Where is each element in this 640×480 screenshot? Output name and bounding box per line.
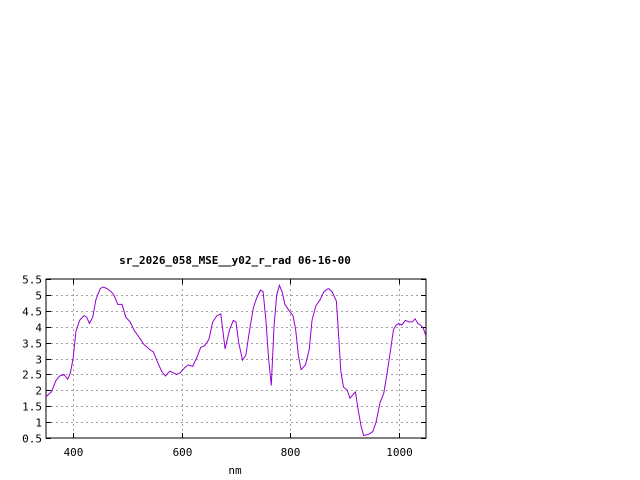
y-tick-label: 4 <box>35 322 42 335</box>
y-tick-label: 5.5 <box>22 274 42 287</box>
axis-ticks <box>46 279 426 439</box>
x-axis-label: nm <box>228 464 242 477</box>
x-tick-labels: 400 600 800 1000 <box>64 446 413 459</box>
plot-frame <box>45 278 427 439</box>
x-tick-label: 400 <box>64 446 84 459</box>
chart-title: sr_2026_058_MSE__y02_r_rad 06-16-00 <box>119 254 351 267</box>
x-tick-label: 800 <box>281 446 301 459</box>
x-tick-label: 600 <box>173 446 193 459</box>
y-tick-label: 2.5 <box>22 369 42 382</box>
y-tick-label: 0.5 <box>22 433 42 446</box>
y-tick-label: 5 <box>35 290 42 303</box>
grid-lines <box>46 279 426 438</box>
y-tick-labels: 0.5 1 1.5 2 2.5 3 3.5 4 4.5 5 5.5 <box>22 274 42 446</box>
y-tick-label: 3 <box>35 354 42 367</box>
x-tick-label: 1000 <box>386 446 413 459</box>
y-tick-label: 2 <box>35 385 42 398</box>
series-line <box>45 283 427 437</box>
y-tick-label: 1.5 <box>22 401 42 414</box>
y-tick-label: 4.5 <box>22 306 42 319</box>
y-tick-label: 1 <box>35 417 42 430</box>
y-tick-label: 3.5 <box>22 338 42 351</box>
